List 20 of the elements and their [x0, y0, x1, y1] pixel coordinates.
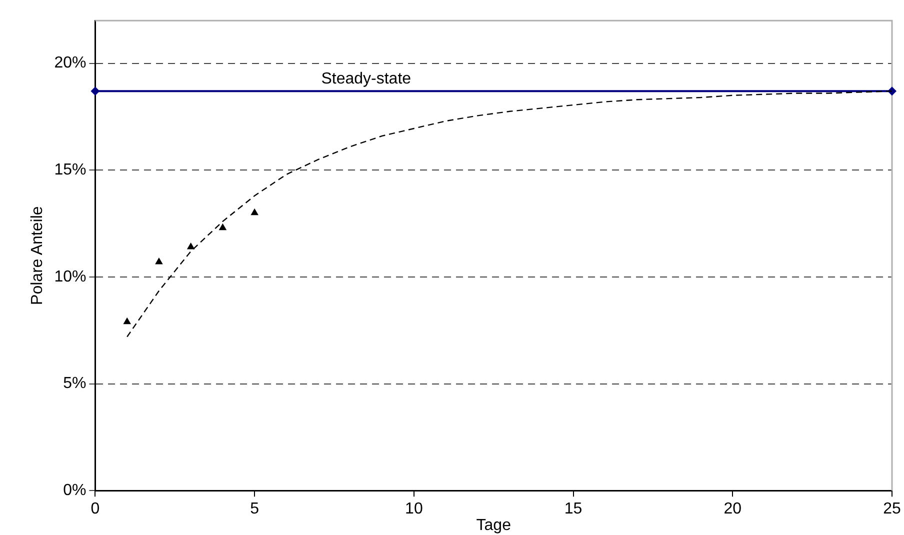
x-axis-title: Tage: [476, 516, 512, 534]
x-tick-label: 20: [724, 500, 742, 518]
x-tick-label: 5: [250, 500, 260, 518]
y-axis-title: Polare Anteile: [29, 206, 46, 305]
x-tick-label: 0: [90, 500, 100, 518]
y-tick-label: 10%: [54, 268, 86, 286]
point: [123, 317, 131, 324]
point: [186, 242, 195, 250]
y-tick-label: 15%: [54, 162, 86, 179]
point: [218, 223, 227, 230]
x-tick-label: 25: [883, 500, 901, 518]
x-tick-label: 15: [564, 500, 582, 518]
y-tick-label: 5%: [63, 375, 86, 392]
y-tick-label: 0%: [63, 482, 86, 500]
x-tick-label: 10: [405, 500, 423, 518]
point: [90, 86, 100, 96]
point: [250, 208, 258, 216]
point: [155, 258, 163, 264]
series-label: Steady-state: [321, 70, 412, 88]
y-tick-label: 20%: [54, 54, 86, 72]
